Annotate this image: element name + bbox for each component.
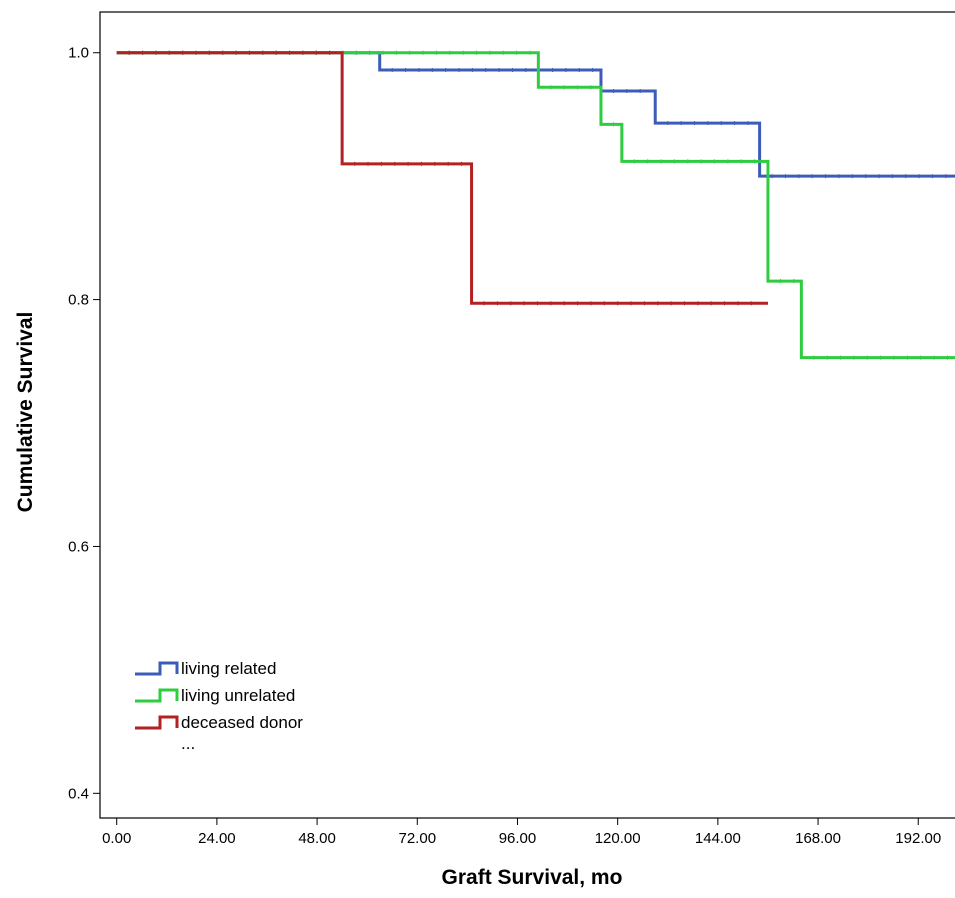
legend-swatch-0 bbox=[135, 661, 179, 676]
series-line-0 bbox=[116, 51, 955, 178]
legend-label-0: living related bbox=[181, 659, 276, 678]
legend-swatch-2 bbox=[135, 715, 179, 730]
y-tick-label: 0.6 bbox=[68, 538, 89, 555]
y-tick-label: 0.8 bbox=[68, 292, 89, 309]
x-tick-label: 48.00 bbox=[298, 830, 336, 847]
x-tick-label: 120.00 bbox=[595, 830, 641, 847]
x-tick-label: 144.00 bbox=[695, 830, 741, 847]
x-axis-ticks: 0.00 24.00 48.00 72.00 96.00 120.00 144.00 168.… bbox=[102, 818, 941, 847]
legend-label-1: living unrelated bbox=[181, 686, 295, 705]
series-lines bbox=[116, 50, 955, 360]
x-tick-label: 24.00 bbox=[198, 830, 236, 847]
x-axis-title: Graft Survival, mo bbox=[442, 866, 623, 889]
legend: living related living unrelated deceased d… bbox=[135, 659, 303, 753]
y-tick-label: 1.0 bbox=[68, 45, 89, 62]
series-line-1 bbox=[116, 51, 955, 360]
y-axis-ticks: 0.4 0.6 0.8 1.0 bbox=[68, 45, 100, 802]
y-tick-label: 0.4 bbox=[68, 785, 89, 802]
series-line-2 bbox=[116, 51, 768, 305]
plot-frame bbox=[99, 11, 955, 819]
y-axis-title: Cumulative Survival bbox=[14, 312, 37, 513]
x-tick-label: 192.00 bbox=[895, 830, 941, 847]
x-tick-label: 0.00 bbox=[102, 830, 131, 847]
x-tick-label: 72.00 bbox=[399, 830, 437, 847]
legend-extra: ... bbox=[181, 734, 195, 753]
legend-swatch-1 bbox=[135, 688, 179, 703]
legend-label-2: deceased donor bbox=[181, 713, 303, 732]
x-tick-label: 168.00 bbox=[795, 830, 841, 847]
x-tick-label: 96.00 bbox=[499, 830, 537, 847]
